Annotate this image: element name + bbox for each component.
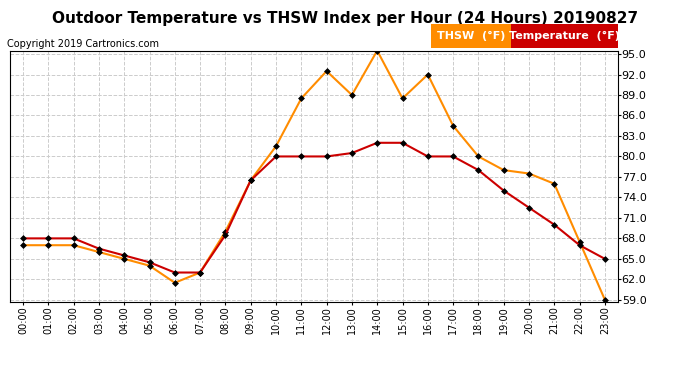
Text: Copyright 2019 Cartronics.com: Copyright 2019 Cartronics.com bbox=[7, 39, 159, 50]
Text: THSW  (°F): THSW (°F) bbox=[437, 31, 505, 41]
Text: Outdoor Temperature vs THSW Index per Hour (24 Hours) 20190827: Outdoor Temperature vs THSW Index per Ho… bbox=[52, 11, 638, 26]
Text: Temperature  (°F): Temperature (°F) bbox=[509, 31, 620, 41]
